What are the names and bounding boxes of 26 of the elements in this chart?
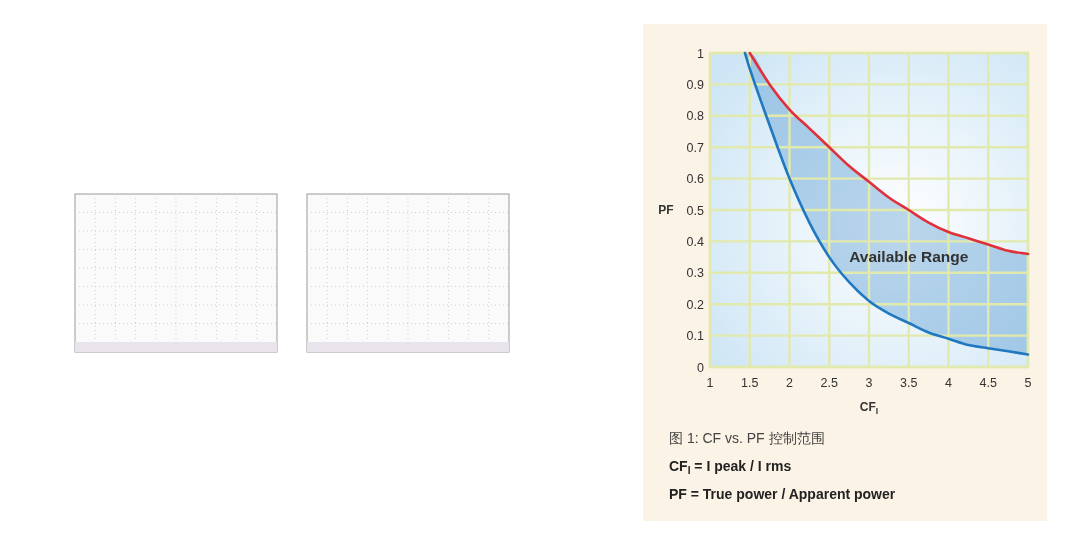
caption: 图 1: CF vs. PF 控制范围 <box>669 430 825 446</box>
y-tick-label: 0.9 <box>686 77 705 92</box>
annotation: Available Range <box>849 248 969 266</box>
y-tick-label: 0.3 <box>686 266 705 281</box>
text: CF$_{I}$ = I peak / I rms <box>669 458 792 477</box>
y-tick-label: 0.1 <box>686 329 705 344</box>
x-tick-label: 4.5 <box>979 376 997 390</box>
x-tick-label: 1.5 <box>741 376 759 390</box>
y-tick-label: 0.6 <box>686 172 705 187</box>
x-tick-label: 2.5 <box>820 376 838 390</box>
x-tick-label: 2 <box>786 376 794 390</box>
x-tick-label: 1 <box>706 376 714 390</box>
y-tick-label: 0.7 <box>686 140 705 155</box>
y-axis-title: PF <box>658 203 674 217</box>
y-tick-label: 0 <box>697 360 705 375</box>
text: PF = True power / Apparent power <box>669 486 896 502</box>
y-tick-label: 0.5 <box>686 203 705 218</box>
y-tick-label: 0.8 <box>686 109 705 124</box>
y-tick-label: 0.2 <box>686 297 705 312</box>
y-tick-label: 0.4 <box>686 234 705 249</box>
x-tick-label: 4 <box>945 376 953 390</box>
x-tick-label: 3.5 <box>900 376 918 390</box>
x-tick-label: 3 <box>865 376 873 390</box>
x-axis-title: CF$_{I}$ <box>859 400 879 416</box>
y-tick-label: 1 <box>697 46 705 61</box>
x-tick-label: 5 <box>1024 376 1032 390</box>
